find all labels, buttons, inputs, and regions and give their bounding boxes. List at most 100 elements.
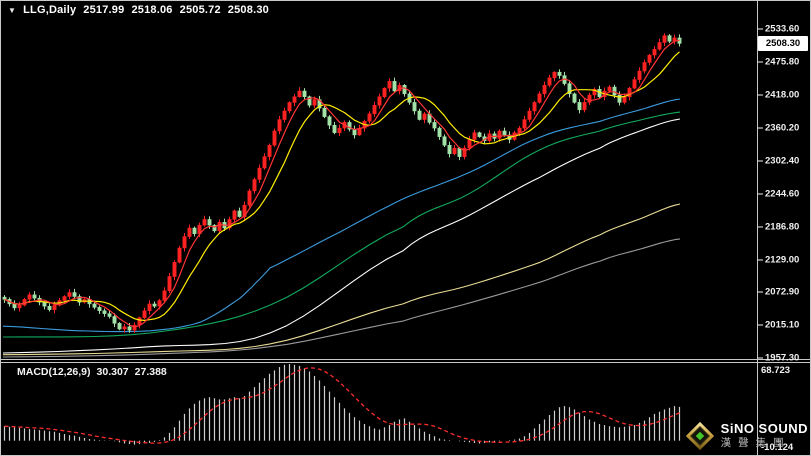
bull-candle bbox=[142, 310, 147, 318]
bear-candle bbox=[302, 90, 307, 97]
macd-name: MACD(12,26,9) bbox=[17, 366, 91, 378]
bear-candle bbox=[322, 107, 327, 117]
bear-candle bbox=[77, 296, 82, 303]
bull-candle bbox=[467, 139, 472, 149]
bull-candle bbox=[587, 94, 592, 103]
bull-candle bbox=[182, 236, 187, 249]
ma_khaki-line bbox=[2, 203, 681, 356]
bear-candle bbox=[207, 219, 212, 226]
ma5-line bbox=[4, 39, 680, 328]
bear-candle bbox=[612, 86, 617, 96]
ohlc-low-value: 2505.72 bbox=[179, 4, 221, 16]
bull-candle bbox=[297, 90, 302, 97]
bull-candle bbox=[217, 222, 222, 232]
bear-candle bbox=[12, 303, 17, 309]
bull-candle bbox=[292, 96, 297, 103]
ma_gray-line bbox=[2, 238, 681, 358]
bull-candle bbox=[172, 262, 177, 277]
bull-candle bbox=[547, 77, 552, 86]
macd-main-value: 30.307 bbox=[96, 366, 129, 378]
bull-candle bbox=[622, 96, 627, 103]
bull-candle bbox=[147, 303, 152, 312]
bull-candle bbox=[652, 49, 657, 56]
bear-candle bbox=[47, 305, 52, 310]
bear-candle bbox=[567, 83, 572, 95]
price-axis-label: 2533.60 bbox=[765, 23, 800, 35]
bear-candle bbox=[42, 301, 47, 307]
bull-candle bbox=[632, 79, 637, 89]
bear-candle bbox=[572, 93, 577, 103]
bull-candle bbox=[247, 190, 252, 206]
price-axis-label: 2015.10 bbox=[765, 319, 800, 331]
bull-candle bbox=[167, 276, 172, 292]
macd-axis-min-label: -10.124 bbox=[761, 442, 794, 453]
bull-candle bbox=[27, 294, 32, 300]
bear-candle bbox=[237, 210, 242, 217]
bull-candle bbox=[17, 304, 22, 309]
bear-candle bbox=[557, 71, 562, 76]
bear-candle bbox=[347, 122, 352, 130]
bear-candle bbox=[477, 132, 482, 137]
bear-candle bbox=[402, 85, 407, 95]
bull-candle bbox=[177, 247, 182, 263]
bull-candle bbox=[387, 81, 392, 89]
bull-candle bbox=[122, 326, 127, 330]
bear-candle bbox=[307, 96, 312, 106]
bull-candle bbox=[232, 210, 237, 220]
bull-candle bbox=[422, 113, 427, 120]
macd-signal-value: 27.388 bbox=[134, 366, 167, 378]
price-axis-label: 2418.00 bbox=[765, 89, 800, 101]
bull-candle bbox=[252, 179, 257, 192]
bear-candle bbox=[447, 144, 452, 155]
bull-candle bbox=[367, 113, 372, 122]
bull-candle bbox=[607, 86, 612, 92]
bull-candle bbox=[497, 130, 502, 139]
ohlc-high-value: 2518.06 bbox=[131, 4, 173, 16]
symbol-timeframe-label: LLG,Daily bbox=[23, 4, 77, 16]
bull-candle bbox=[542, 85, 547, 95]
bull-candle bbox=[592, 89, 597, 96]
bull-candle bbox=[162, 290, 167, 301]
logo-brand-text: SiNO SOUND bbox=[720, 421, 808, 436]
bear-candle bbox=[127, 326, 132, 331]
ohlc-close-value: 2508.30 bbox=[227, 4, 269, 16]
bear-candle bbox=[32, 294, 37, 299]
bull-candle bbox=[202, 219, 207, 226]
bear-candle bbox=[392, 81, 397, 92]
bull-candle bbox=[372, 105, 377, 115]
ohlc-open-value: 2517.99 bbox=[83, 4, 125, 16]
bull-candle bbox=[132, 324, 137, 331]
bull-candle bbox=[62, 296, 67, 301]
bear-candle bbox=[437, 127, 442, 137]
bear-candle bbox=[412, 102, 417, 112]
bull-candle bbox=[67, 292, 72, 297]
sinosound-logo: SiNO SOUND 漢聲集團 bbox=[685, 421, 808, 451]
bull-candle bbox=[642, 62, 647, 72]
bull-candle bbox=[282, 110, 287, 120]
bull-candle bbox=[472, 132, 477, 140]
bull-candle bbox=[582, 102, 587, 111]
bear-candle bbox=[97, 307, 102, 312]
price-axis-label: 2360.20 bbox=[765, 122, 800, 134]
bull-candle bbox=[517, 127, 522, 133]
bear-candle bbox=[432, 122, 437, 129]
bull-candle bbox=[647, 54, 652, 63]
price-axis-label: 1957.30 bbox=[765, 352, 800, 364]
bear-candle bbox=[192, 227, 197, 234]
bear-candle bbox=[332, 124, 337, 133]
bull-candle bbox=[662, 35, 667, 43]
symbol-collapse-icon[interactable]: ▼ bbox=[8, 5, 17, 15]
bull-candle bbox=[262, 156, 267, 169]
bear-candle bbox=[212, 224, 217, 232]
bear-candle bbox=[442, 136, 447, 146]
bear-candle bbox=[72, 292, 77, 297]
bull-candle bbox=[627, 87, 632, 97]
bull-candle bbox=[377, 96, 382, 106]
bull-candle bbox=[462, 147, 467, 157]
bull-candle bbox=[277, 119, 282, 132]
chart-header: ▼ LLG,Daily 2517.99 2518.06 2505.72 2508… bbox=[8, 4, 269, 16]
bear-candle bbox=[117, 323, 122, 330]
bear-candle bbox=[457, 147, 462, 157]
